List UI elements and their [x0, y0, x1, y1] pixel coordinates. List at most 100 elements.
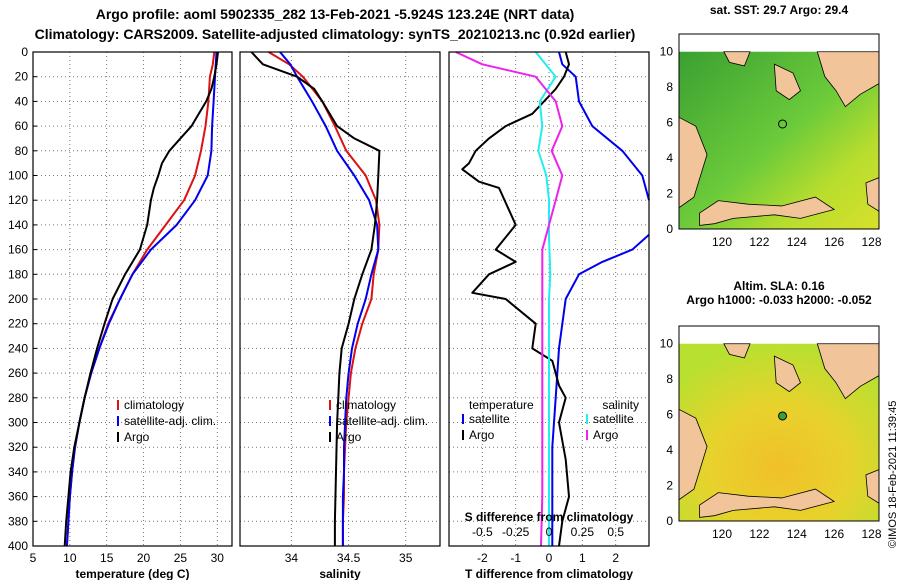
map-x-tick-label: 124: [787, 235, 807, 249]
map-y-tick-label: 0: [666, 222, 673, 236]
y-tick-label: 260: [8, 366, 28, 380]
x-tick-label: 1: [579, 551, 586, 565]
y-tick-label: 200: [8, 292, 28, 306]
map-y-tick-label: 8: [666, 80, 673, 94]
series-line-temperature-argo: [461, 51, 570, 547]
y-tick-label: 220: [8, 317, 28, 331]
x-axis-label: temperature (deg C): [75, 567, 189, 580]
y-tick-label: 20: [15, 70, 29, 84]
x-tick-label: 15: [100, 551, 114, 565]
x-tick-label: -1: [510, 551, 521, 565]
map-x-tick-label: 126: [824, 235, 844, 249]
profile-panel-3: -2 -1 0 1 2 T difference from climatology temp…: [448, 51, 650, 580]
legend-label: satellite: [469, 412, 510, 426]
map-x-tick-label: 122: [749, 527, 769, 541]
series-line-satellite-adj-clim-: [65, 51, 218, 547]
series-line-salinity-argo: [455, 51, 564, 547]
y-tick-label: 140: [8, 218, 28, 232]
legend-label: climatology: [336, 398, 396, 412]
series-line-argo: [63, 51, 219, 547]
x-axis-label: T difference from climatology: [465, 567, 633, 580]
map-x-tick-label: 120: [712, 235, 732, 249]
y-tick-label: 360: [8, 490, 28, 504]
x-tick-label: 0: [546, 551, 553, 565]
map-x-tick-label: 120: [712, 527, 732, 541]
x-tick-label: 2: [612, 551, 619, 565]
x-tick-label: 25: [174, 551, 188, 565]
profile-panel-2: 34 34.5 35 salinity climatology satellite-adj…: [239, 51, 441, 580]
title-line-2: Climatology: CARS2009. Satellite-adjuste…: [34, 26, 636, 42]
x-tick-label: 30: [211, 551, 225, 565]
x-tick-label: 5: [30, 551, 37, 565]
land-sulawesi: [699, 488, 836, 518]
x2-axis-label: S difference from climatology: [465, 510, 634, 524]
map-y-tick-label: 4: [666, 151, 673, 165]
map-title: Altim. SLA: 0.16: [733, 279, 825, 293]
legend-label: Argo: [336, 430, 362, 444]
legend-header-salinity: salinity: [602, 398, 639, 412]
land-north: [723, 343, 751, 359]
panel-frame: [32, 51, 233, 547]
map-y-tick-label: 6: [666, 116, 673, 130]
map-x-tick-label: 128: [862, 235, 882, 249]
map-x-tick-label: 128: [862, 527, 882, 541]
map-title: sat. SST: 29.7 Argo: 29.4: [710, 3, 849, 17]
series-line-temperature-satellite: [551, 234, 650, 546]
y-tick-label: 320: [8, 440, 28, 454]
legend-label: satellite-adj. clim.: [124, 414, 216, 428]
series-line-temperature-satellite: [558, 51, 650, 201]
float-position-marker: [778, 411, 788, 421]
panel-frame: [239, 51, 441, 547]
legend-label: climatology: [124, 398, 184, 412]
y-tick-label: 80: [15, 144, 29, 158]
land-island: [773, 63, 801, 101]
x-tick-label: 35: [399, 551, 413, 565]
y-tick-label: 340: [8, 465, 28, 479]
legend-label: satellite-adj. clim.: [336, 414, 428, 428]
x-tick-label: 34: [285, 551, 299, 565]
float-position-marker: [778, 119, 788, 129]
map-y-tick-label: 6: [666, 408, 673, 422]
x-tick-label: -2: [477, 551, 488, 565]
y-tick-label: 60: [15, 119, 29, 133]
x-tick-label: 34.5: [337, 551, 361, 565]
land-sulawesi: [699, 196, 836, 226]
legend-label: Argo: [593, 428, 619, 442]
y-tick-label: 40: [15, 94, 29, 108]
y-tick-label: 100: [8, 169, 28, 183]
x2-tick-label: 0: [546, 525, 553, 539]
y-tick-label: 300: [8, 416, 28, 430]
map-frame: [678, 325, 880, 522]
legend-header-temperature: temperature: [469, 398, 534, 412]
map-frame: [678, 33, 880, 230]
map-y-tick-label: 10: [660, 337, 674, 351]
y-tick-label: 380: [8, 514, 28, 528]
x2-tick-label: -0.25: [502, 525, 530, 539]
land-island: [773, 355, 801, 393]
y-tick-label: 180: [8, 267, 28, 281]
credit-text: ©IMOS 18-Feb-2021 11:39:45: [887, 401, 899, 548]
legend-label: Argo: [469, 428, 495, 442]
x-tick-label: 10: [63, 551, 77, 565]
map-y-tick-label: 8: [666, 372, 673, 386]
y-tick-label: 240: [8, 341, 28, 355]
map-y-tick-label: 10: [660, 45, 674, 59]
sst-map: sat. SST: 29.7 Argo: 29.4 0 2 4 6 8 10 120 122 12…: [660, 3, 882, 249]
series-line-satellite-adj-clim-: [279, 51, 380, 546]
y-tick-label: 0: [21, 45, 28, 59]
map-y-tick-label: 2: [666, 187, 673, 201]
map-title: Argo h1000: -0.033 h2000: -0.052: [686, 293, 872, 307]
legend-label: Argo: [124, 430, 150, 444]
y-tick-label: 400: [8, 539, 28, 553]
series-line-salinity-satellite: [534, 51, 557, 546]
y-tick-label: 120: [8, 193, 28, 207]
land-north: [723, 51, 751, 67]
profile-panel-1: 0 20 40 60 80 100 120 140 160 180 200 220 240 260 280 3…: [8, 45, 233, 580]
x-tick-label: 20: [137, 551, 151, 565]
x2-tick-label: -0.5: [472, 525, 493, 539]
legend-label: satellite: [593, 412, 634, 426]
map-y-tick-label: 0: [666, 514, 673, 528]
series-line-argo: [250, 51, 381, 546]
